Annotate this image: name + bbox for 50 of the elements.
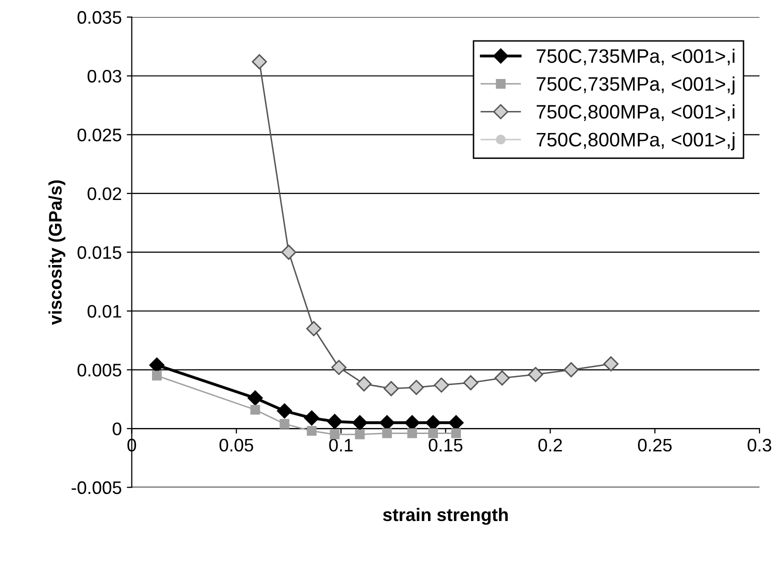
x-tick-label: 0.3	[748, 438, 772, 452]
point	[434, 378, 450, 393]
y-tick-label: 0.03	[88, 70, 122, 83]
point	[248, 390, 263, 406]
point	[330, 430, 340, 440]
legend-label: 750C,800MPa, <001>,j	[536, 132, 734, 150]
point	[152, 370, 162, 381]
point	[276, 403, 292, 419]
point	[384, 381, 399, 396]
y-axis-title: viscosity (GPa/s)	[48, 180, 66, 325]
y-tick-label: 0.005	[78, 364, 122, 377]
point	[352, 415, 368, 430]
point	[331, 360, 346, 376]
point	[382, 428, 392, 438]
point	[306, 321, 322, 336]
point	[407, 428, 418, 438]
point	[603, 356, 618, 372]
point	[252, 54, 267, 70]
point	[564, 362, 579, 378]
point	[354, 430, 365, 440]
y-tick-label: 0.01	[88, 304, 122, 318]
point	[304, 410, 320, 426]
point	[528, 366, 544, 382]
y-tick-label: 0.02	[88, 187, 122, 200]
y-tick-label: 0.025	[78, 128, 122, 142]
x-tick-label: 0.15	[428, 438, 462, 452]
point	[494, 370, 510, 386]
point	[327, 414, 342, 430]
point	[149, 358, 164, 373]
legend-label: 750C,800MPa, <001>,i	[536, 104, 734, 121]
y-tick-label: -0.005	[72, 481, 122, 494]
x-tick-label: 0.05	[220, 438, 254, 452]
y-tick-label: 0.035	[78, 11, 122, 24]
legend-label: 750C,735MPa, <001>,i	[536, 48, 734, 66]
x-tick-label: 0.25	[638, 438, 672, 452]
y-tick-label: 0.015	[78, 246, 122, 259]
point	[280, 419, 290, 429]
point	[428, 428, 438, 438]
point	[451, 428, 461, 438]
x-axis-title: strain strength	[383, 508, 508, 525]
x-tick-label: 0.1	[329, 438, 353, 452]
point	[281, 244, 296, 260]
x-tick-label: 0.2	[538, 438, 562, 452]
point	[408, 380, 424, 395]
point	[356, 376, 372, 392]
point	[250, 404, 260, 415]
point	[306, 426, 317, 436]
y-tick-label: 0	[112, 422, 122, 436]
legend-label: 750C,735MPa, <001>,j	[536, 76, 734, 95]
point	[463, 375, 478, 390]
